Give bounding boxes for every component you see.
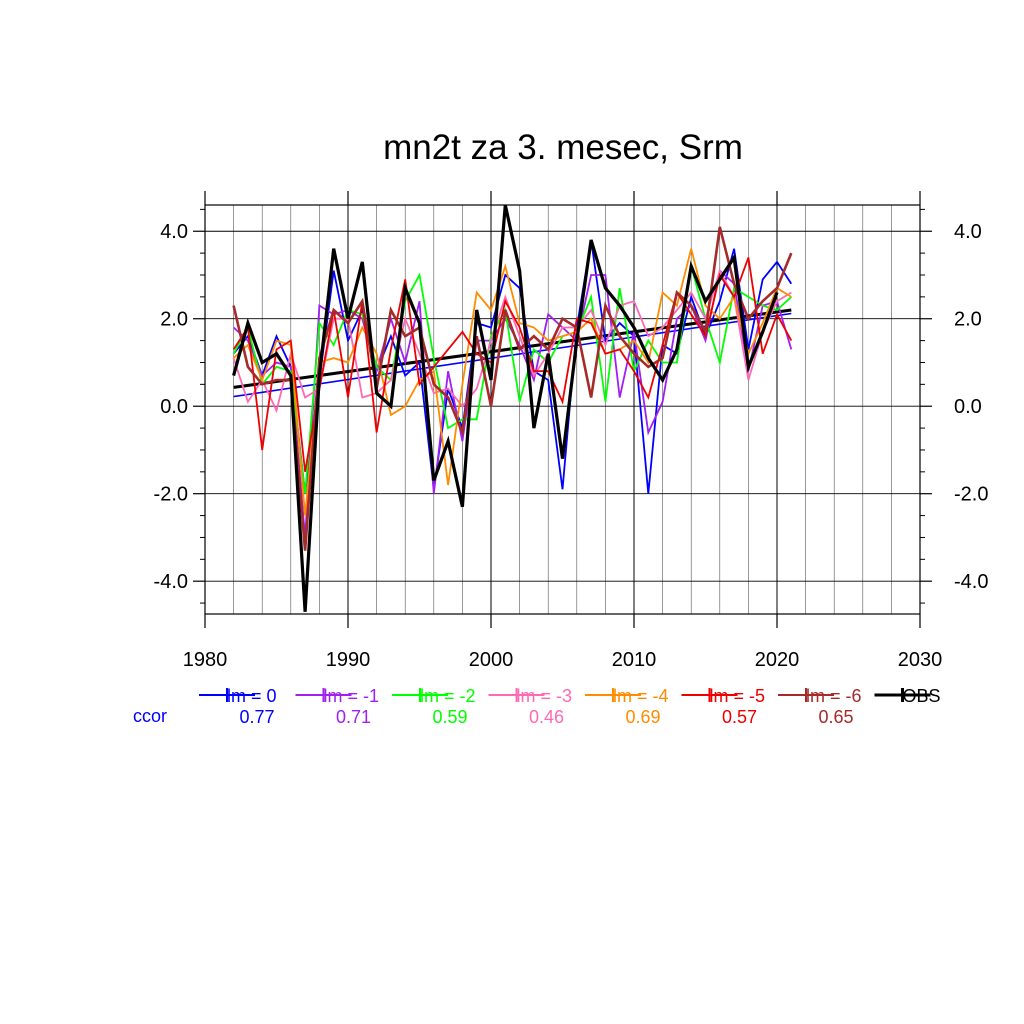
ccor-value: 0.57 (722, 707, 757, 727)
ccor-value: 0.65 (818, 707, 853, 727)
y-tick-label-left: 2.0 (160, 309, 188, 331)
y-tick-label-left: -2.0 (154, 484, 188, 506)
series-line (232, 248, 792, 516)
ccor-label: ccor (133, 706, 167, 726)
ccor-value: 0.69 (625, 707, 660, 727)
plot-frame (204, 204, 921, 615)
ccor-value: 0.46 (529, 707, 564, 727)
x-tick-label: 1980 (183, 649, 228, 671)
chart-title: mn2t za 3. mesec, Srm (383, 128, 743, 167)
x-tick-label: 2000 (469, 649, 514, 671)
y-tick-label-right: 2.0 (954, 309, 982, 331)
series-line (232, 239, 793, 494)
y-tick-label-right: 0.0 (954, 396, 982, 418)
legend-label: lm = -3 (517, 686, 573, 706)
y-tick-label-right: 4.0 (954, 221, 982, 243)
legend-label: OBS (903, 686, 941, 706)
series-lines (232, 204, 793, 612)
y-tick-label-right: -2.0 (954, 484, 988, 506)
x-tick-label: 2030 (898, 649, 943, 671)
ccor-value: 0.71 (336, 707, 371, 727)
legend-label: lm = -5 (710, 686, 766, 706)
x-tick-label: 2020 (755, 649, 800, 671)
x-tick-label: 2010 (612, 649, 657, 671)
ccor-value: 0.59 (432, 707, 467, 727)
series-line (232, 226, 793, 551)
legend-label: lm = -1 (324, 686, 380, 706)
legend-label: lm = -4 (613, 686, 669, 706)
y-tick-label-left: 4.0 (160, 221, 188, 243)
legend-label: lm = 0 (227, 686, 277, 706)
y-tick-label-left: 0.0 (160, 396, 188, 418)
y-tick-label-left: -4.0 (154, 571, 188, 593)
x-tick-label: 1990 (326, 649, 371, 671)
legend: ccor lm = 00.77 lm = -10.71 lm = -20.59 lm =… (133, 686, 941, 727)
axis-ticks: -4.0 -4.0 -2.0 -2.0 0.0 0.0 2.0 2.0 4.0 4.0 1980 19… (154, 191, 988, 671)
ccor-value: 0.77 (239, 707, 274, 727)
y-tick-label-right: -4.0 (954, 571, 988, 593)
legend-label: lm = -6 (806, 686, 862, 706)
legend-label: lm = -2 (420, 686, 476, 706)
series-line (232, 257, 793, 472)
